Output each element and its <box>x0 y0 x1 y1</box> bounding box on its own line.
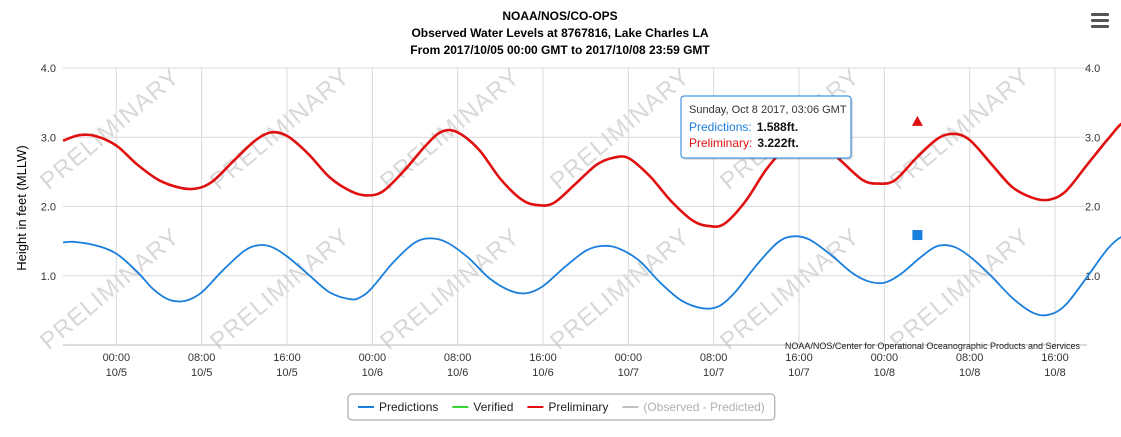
x-tick-time: 00:00 <box>871 352 899 364</box>
tooltip-row-value: 1.588ft. <box>757 120 798 134</box>
x-tick-time: 16:00 <box>529 352 557 364</box>
watermark-text: PRELIMINARY <box>375 223 525 355</box>
tooltip: Sunday, Oct 8 2017, 03:06 GMT Predictions… <box>680 95 853 160</box>
y-tick-label: 2.0 <box>41 202 56 214</box>
x-tick-date: 10/5 <box>191 367 212 379</box>
x-tick-time: 08:00 <box>700 352 728 364</box>
legend-label: Verified <box>473 400 513 414</box>
x-tick-time: 08:00 <box>444 352 472 364</box>
legend: Predictions Verified Preliminary (Observed … <box>347 393 776 421</box>
tooltip-row-value: 3.222ft. <box>757 136 798 150</box>
y-axis-left: 4.0 3.0 2.0 1.0 <box>41 63 56 283</box>
predictions-hover-marker <box>912 230 923 241</box>
x-tick-time: 16:00 <box>1041 352 1069 364</box>
y-tick-label: 4.0 <box>41 63 56 75</box>
x-tick-date: 10/8 <box>874 367 895 379</box>
y-axis-right: 4.03.02.01.0 <box>1085 63 1100 283</box>
legend-item-preliminary[interactable]: Preliminary <box>527 400 608 414</box>
credit-text: NOAA/NOS/Center for Operational Oceanogr… <box>785 341 1081 351</box>
tooltip-row: Predictions: 1.588ft. <box>689 120 798 134</box>
legend-item-verified[interactable]: Verified <box>452 400 513 414</box>
y-tick-label-right: 2.0 <box>1085 202 1100 214</box>
tooltip-header: Sunday, Oct 8 2017, 03:06 GMT <box>689 104 847 116</box>
chart-title: NOAA/NOS/CO-OPS <box>502 9 617 23</box>
x-tick-date: 10/5 <box>106 367 127 379</box>
x-tick-date: 10/7 <box>788 367 809 379</box>
series-line-predictions <box>62 235 1121 317</box>
x-tick-time: 08:00 <box>956 352 984 364</box>
watermark-text: PRELIMINARY <box>205 223 355 355</box>
watermark-text: PRELIMINARY <box>885 63 1035 195</box>
watermark-layer: PRELIMINARY PRELIMINARY PRELIMINARY PRELIMI… <box>35 63 1035 355</box>
x-tick-date: 10/5 <box>276 367 297 379</box>
x-tick-time: 00:00 <box>615 352 643 364</box>
legend-label: Predictions <box>379 400 438 414</box>
legend-box <box>347 393 776 421</box>
x-tick-date: 10/7 <box>703 367 724 379</box>
legend-label: Preliminary <box>548 400 608 414</box>
x-tick-time: 16:00 <box>785 352 813 364</box>
x-tick-date: 10/6 <box>362 367 383 379</box>
x-tick-date: 10/7 <box>618 367 639 379</box>
chart-subtitle-range: From 2017/10/05 00:00 GMT to 2017/10/08 … <box>410 43 710 57</box>
x-tick-date: 10/6 <box>532 367 553 379</box>
y-tick-label-right: 4.0 <box>1085 63 1100 75</box>
x-tick-date: 10/6 <box>447 367 468 379</box>
legend-item-predictions[interactable]: Predictions <box>358 400 438 414</box>
watermark-text: PRELIMINARY <box>545 223 695 355</box>
y-tick-label: 1.0 <box>41 271 56 283</box>
hover-markers <box>911 115 923 241</box>
hamburger-icon[interactable] <box>1089 10 1111 32</box>
tooltip-row-label: Preliminary: <box>689 136 752 150</box>
tooltip-box <box>680 95 852 159</box>
watermark-text: PRELIMINARY <box>885 223 1035 355</box>
grid-layer <box>63 67 1087 346</box>
tooltip-row-label: Predictions: <box>689 120 752 134</box>
y-tick-label-right: 3.0 <box>1085 132 1100 144</box>
legend-label: (Observed - Predicted) <box>643 400 764 414</box>
x-tick-time: 08:00 <box>188 352 216 364</box>
y-axis-label: Height in feet (MLLW) <box>14 145 29 270</box>
watermark-text: PRELIMINARY <box>35 63 185 195</box>
y-tick-label: 3.0 <box>41 132 56 144</box>
x-axis: 00:00 10/5 08:00 10/5 16:00 10/5 00:00 10/6 08:0… <box>103 352 1069 379</box>
series-line-preliminary <box>62 122 1121 228</box>
legend-item-observed-predicted[interactable]: (Observed - Predicted) <box>622 400 765 414</box>
tooltip-row: Preliminary: 3.222ft. <box>689 136 799 150</box>
x-tick-time: 00:00 <box>103 352 131 364</box>
x-tick-date: 10/8 <box>959 367 980 379</box>
preliminary-hover-marker <box>911 115 923 126</box>
series-layer <box>62 122 1121 317</box>
x-tick-time: 00:00 <box>359 352 387 364</box>
watermark-text: PRELIMINARY <box>545 63 695 195</box>
chart-subtitle-station: Observed Water Levels at 8767816, Lake C… <box>411 26 708 40</box>
x-tick-date: 10/8 <box>1044 367 1065 379</box>
watermark-text: PRELIMINARY <box>205 63 355 195</box>
watermark-text: PRELIMINARY <box>35 223 185 355</box>
x-tick-time: 16:00 <box>273 352 301 364</box>
